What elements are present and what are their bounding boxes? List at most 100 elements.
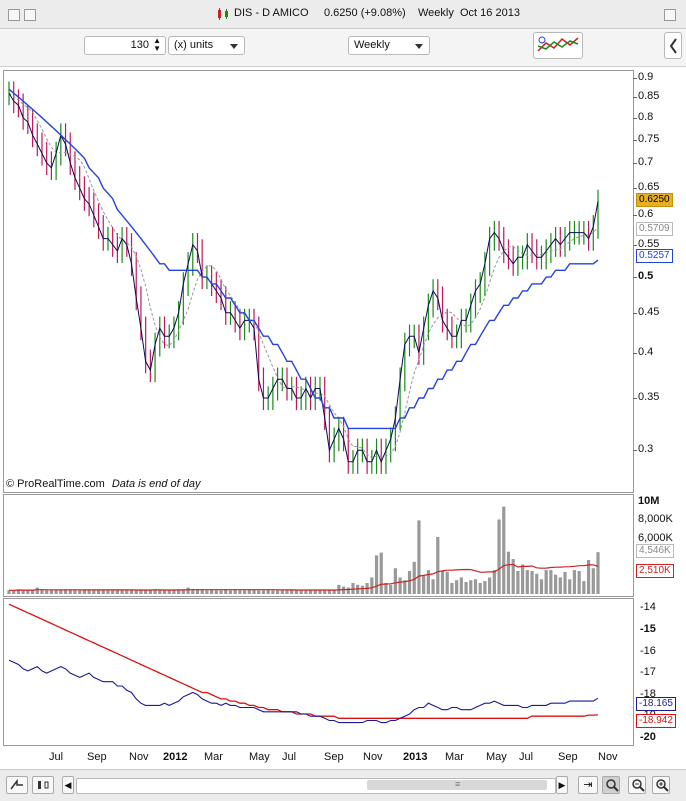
scrollbar-thumb[interactable] <box>367 780 547 790</box>
volume-bar <box>30 589 35 594</box>
window-maximize-button[interactable] <box>664 9 676 21</box>
volume-bar <box>549 570 553 594</box>
volume-bar <box>40 589 44 594</box>
indicator-signal-tag: -18.942 <box>636 714 676 728</box>
volume-bar <box>535 573 539 594</box>
volume-bar <box>275 590 280 594</box>
volume-bar <box>478 582 482 594</box>
time-scrollbar[interactable]: ≡ <box>76 778 556 794</box>
volume-bar <box>153 589 157 594</box>
volume-bar <box>228 590 233 594</box>
volume-bar <box>568 579 572 594</box>
volume-bar <box>233 589 237 594</box>
fast-ma-tag: 0.5709 <box>636 222 673 236</box>
window-minimize-button[interactable] <box>24 9 36 21</box>
chevron-down-icon <box>415 44 423 49</box>
watermark-source: © ProRealTime.com <box>6 478 105 490</box>
side-panel-toggle[interactable] <box>664 32 682 59</box>
volume-chart[interactable] <box>3 494 634 597</box>
time-tick-label: Sep <box>87 751 107 763</box>
price-tick-mark <box>633 352 637 354</box>
price-panel <box>3 70 634 493</box>
volume-bar <box>148 590 152 594</box>
timeframe-select[interactable]: Weekly <box>348 36 430 55</box>
volume-tag: 4,546K <box>636 544 674 558</box>
jump-to-end-button[interactable]: ⇥ <box>578 776 598 794</box>
volume-bar <box>341 586 346 594</box>
chart-toolbar: 130 ▲ ▼ (x) units Weekly <box>0 29 686 67</box>
volume-bar <box>431 579 435 594</box>
indicators-button[interactable] <box>533 32 583 59</box>
volume-bar <box>280 589 284 594</box>
window-close-button[interactable] <box>8 9 20 21</box>
time-tick-label: 2012 <box>163 751 188 763</box>
price-tick-mark <box>633 244 637 246</box>
draw-tool-button[interactable] <box>6 776 28 794</box>
scroll-right-button[interactable]: ▶ <box>556 776 568 794</box>
volume-tick-label: 6,000K <box>638 531 673 544</box>
price-tick-label: 0.6 <box>638 208 654 221</box>
volume-bar <box>422 575 426 594</box>
volume-bar <box>323 589 327 594</box>
period-label: Weekly <box>418 7 454 19</box>
time-tick-label: May <box>486 751 507 763</box>
volume-bar <box>379 552 383 594</box>
indicator-chart[interactable] <box>3 598 634 746</box>
volume-bar <box>35 587 39 594</box>
volume-bar <box>261 590 266 594</box>
volume-bar <box>252 589 256 594</box>
volume-bar <box>45 590 49 594</box>
volume-bar <box>266 589 270 594</box>
volume-bar <box>139 589 143 594</box>
volume-bar <box>172 589 176 594</box>
volume-ma-line <box>9 563 599 591</box>
stepper-arrows-icon[interactable]: ▲ ▼ <box>153 36 161 53</box>
price-chart[interactable] <box>3 70 634 493</box>
symbol-name: DIS - D AMICO <box>234 7 309 19</box>
expand-panel-icon <box>669 38 677 54</box>
slow-ma-tag: 0.5257 <box>636 249 673 263</box>
volume-bar <box>115 589 119 594</box>
scroll-left-button[interactable]: ◀ <box>62 776 74 794</box>
volume-bar <box>16 589 21 594</box>
volume-bar <box>577 571 581 594</box>
zoom-box-button[interactable] <box>602 776 620 794</box>
volume-bar <box>181 589 185 594</box>
price-tick-mark <box>633 450 637 452</box>
price-tick-mark <box>633 215 637 217</box>
close-line <box>8 92 599 464</box>
volume-bar <box>210 589 214 594</box>
volume-bar <box>544 570 548 594</box>
volume-bar <box>582 581 586 594</box>
price-tick-label: 0.9 <box>638 70 654 83</box>
volume-bar <box>224 589 228 594</box>
volume-bar <box>73 589 77 594</box>
volume-bar <box>563 571 567 594</box>
volume-bar <box>374 555 379 594</box>
volume-bar <box>82 590 86 594</box>
volume-bar <box>205 590 209 594</box>
bottom-toolbar: ◀ ≡ ▶ ⇥ <box>0 769 686 801</box>
volume-bar <box>257 590 261 594</box>
time-tick-label: Jul <box>519 751 534 763</box>
price-tick-mark <box>633 162 637 164</box>
volume-bar <box>214 590 218 594</box>
zoom-out-icon <box>632 779 645 792</box>
zoom-out-button[interactable] <box>628 776 646 794</box>
volume-bar <box>351 582 355 594</box>
time-tick-label: Nov <box>129 751 149 763</box>
volume-bar <box>125 590 129 594</box>
volume-bar <box>398 577 402 594</box>
units-select[interactable]: (x) units <box>168 36 245 55</box>
jump-end-icon: ⇥ <box>583 779 593 791</box>
indicators-icon <box>537 36 579 52</box>
chart-type-button[interactable] <box>32 776 54 794</box>
volume-bar <box>96 590 101 594</box>
time-tick-label: Nov <box>598 751 618 763</box>
volume-bar <box>191 588 195 594</box>
volume-bar <box>450 582 454 594</box>
zoom-in-button[interactable] <box>652 776 670 794</box>
units-stepper[interactable]: 130 ▲ ▼ <box>84 36 166 55</box>
volume-bar <box>304 589 308 594</box>
volume-bar <box>393 568 397 594</box>
